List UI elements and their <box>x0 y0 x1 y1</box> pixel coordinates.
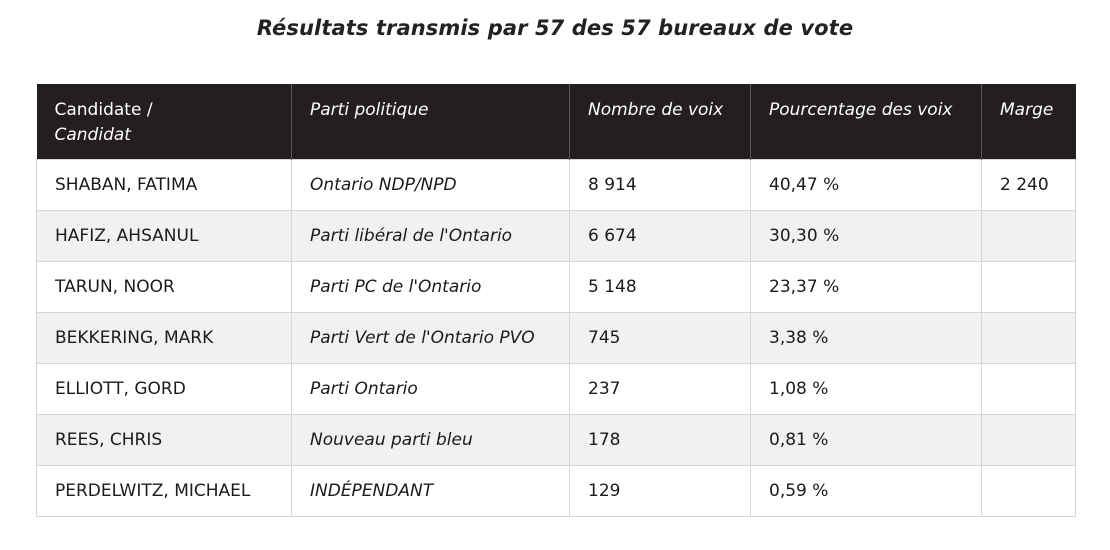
cell-votes: 5 148 <box>569 260 751 313</box>
cell-percent: 3,38 % <box>750 311 982 364</box>
table-header: Candidate / Candidat Parti politique Nom… <box>36 84 1076 159</box>
header-row: Candidate / Candidat Parti politique Nom… <box>36 84 1076 159</box>
cell-percent: 0,59 % <box>750 464 982 517</box>
cell-party: Ontario NDP/NPD <box>291 158 570 211</box>
page-title: Résultats transmis par 57 des 57 bureaux… <box>256 16 854 40</box>
results-table: Candidate / Candidat Parti politique Nom… <box>36 84 1076 517</box>
table-row: BEKKERING, MARK Parti Vert de l'Ontario P… <box>36 311 1076 364</box>
cell-votes: 745 <box>569 311 751 364</box>
cell-votes: 8 914 <box>569 158 751 211</box>
cell-votes: 6 674 <box>569 209 751 262</box>
cell-percent: 30,30 % <box>750 209 982 262</box>
cell-margin: 2 240 <box>981 158 1076 211</box>
cell-party: Nouveau parti bleu <box>291 413 570 466</box>
cell-candidate: SHABAN, FATIMA <box>36 158 292 211</box>
cell-candidate: TARUN, NOOR <box>36 260 292 313</box>
cell-candidate: REES, CHRIS <box>36 413 292 466</box>
cell-margin <box>981 311 1076 364</box>
column-header-margin: Marge <box>981 84 1076 159</box>
column-header-votes: Nombre de voix <box>569 84 751 159</box>
table-row: ELLIOTT, GORD Parti Ontario 237 1,08 % <box>36 362 1076 415</box>
table-body: SHABAN, FATIMA Ontario NDP/NPD 8 914 40,47 … <box>36 158 1076 517</box>
column-header-candidate: Candidate / Candidat <box>36 84 292 159</box>
column-header-party: Parti politique <box>291 84 570 159</box>
cell-party: Parti Ontario <box>291 362 570 415</box>
cell-candidate: BEKKERING, MARK <box>36 311 292 364</box>
cell-margin <box>981 464 1076 517</box>
cell-percent: 1,08 % <box>750 362 982 415</box>
cell-party: Parti PC de l'Ontario <box>291 260 570 313</box>
cell-margin <box>981 209 1076 262</box>
cell-margin <box>981 413 1076 466</box>
column-header-candidate-line1: Candidate / <box>54 100 153 120</box>
cell-party: Parti libéral de l'Ontario <box>291 209 570 262</box>
cell-candidate: PERDELWITZ, MICHAEL <box>36 464 292 517</box>
cell-margin <box>981 260 1076 313</box>
cell-candidate: ELLIOTT, GORD <box>36 362 292 415</box>
table-row: PERDELWITZ, MICHAEL INDÉPENDANT 129 0,59 % <box>36 464 1076 517</box>
cell-candidate: HAFIZ, AHSANUL <box>36 209 292 262</box>
cell-margin <box>981 362 1076 415</box>
cell-votes: 129 <box>569 464 751 517</box>
table-row: TARUN, NOOR Parti PC de l'Ontario 5 148 23,… <box>36 260 1076 313</box>
cell-votes: 237 <box>569 362 751 415</box>
column-header-percent: Pourcentage des voix <box>750 84 982 159</box>
table-row: SHABAN, FATIMA Ontario NDP/NPD 8 914 40,47 … <box>36 158 1076 211</box>
column-header-candidate-line2: Candidat <box>54 125 131 145</box>
cell-percent: 23,37 % <box>750 260 982 313</box>
cell-party: INDÉPENDANT <box>291 464 570 517</box>
cell-percent: 0,81 % <box>750 413 982 466</box>
cell-votes: 178 <box>569 413 751 466</box>
cell-party: Parti Vert de l'Ontario PVO <box>291 311 570 364</box>
cell-percent: 40,47 % <box>750 158 982 211</box>
table-row: HAFIZ, AHSANUL Parti libéral de l'Ontario… <box>36 209 1076 262</box>
table-row: REES, CHRIS Nouveau parti bleu 178 0,81 % <box>36 413 1076 466</box>
